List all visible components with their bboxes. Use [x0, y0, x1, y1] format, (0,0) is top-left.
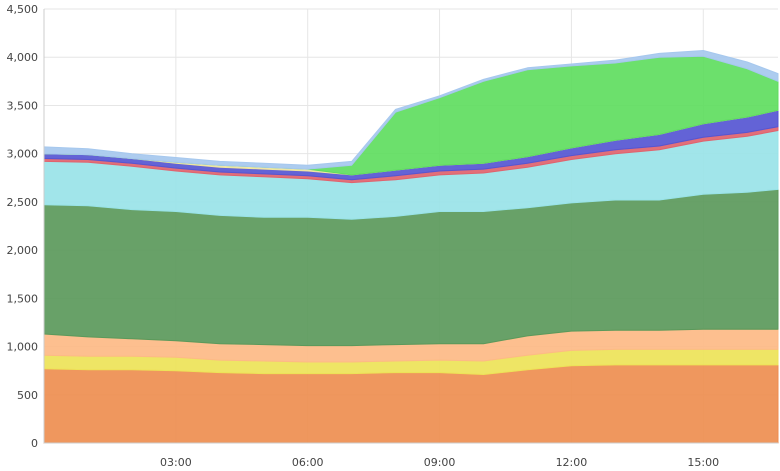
- y-tick-label: 4,500: [7, 3, 39, 16]
- x-tick-label: 03:00: [160, 456, 192, 469]
- y-tick-label: 3,500: [7, 99, 39, 112]
- y-tick-label: 2,500: [7, 196, 39, 209]
- y-tick-label: 4,000: [7, 51, 39, 64]
- y-tick-label: 0: [31, 437, 38, 450]
- y-tick-label: 3,000: [7, 148, 39, 161]
- series-area-1: [43, 364, 779, 444]
- x-tick-label: 09:00: [424, 456, 456, 469]
- series-layer: [43, 50, 779, 444]
- x-tick-label: 15:00: [687, 456, 719, 469]
- y-tick-label: 1,000: [7, 341, 39, 354]
- x-tick-label: 12:00: [556, 456, 588, 469]
- y-tick-label: 500: [17, 389, 38, 402]
- x-tick-label: 06:00: [292, 456, 324, 469]
- y-tick-label: 1,500: [7, 292, 39, 305]
- y-tick-label: 2,000: [7, 244, 39, 257]
- axis-layer: 0 500 1,000 1,500 2,000 2,500 3,000 3,500 4,000 4…: [7, 3, 778, 469]
- series-area-10: [43, 50, 779, 170]
